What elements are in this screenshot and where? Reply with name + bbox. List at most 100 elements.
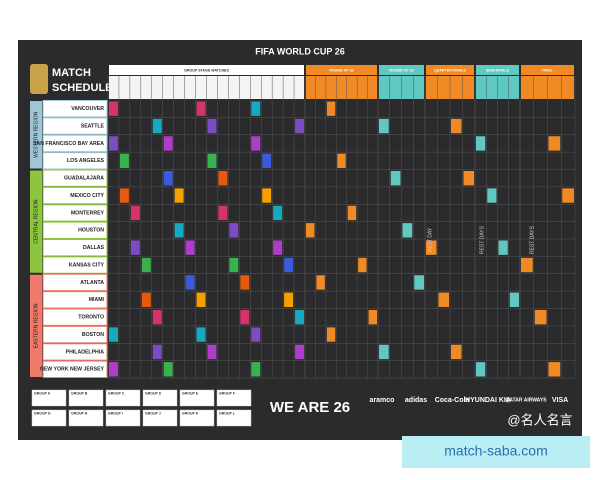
match-cell [229,257,239,273]
group-box [68,389,104,407]
title: FIFA WORLD CUP 26 [255,46,345,56]
match-cell [196,101,206,116]
group-box [105,409,141,427]
match-cell [347,205,357,221]
city-cell [42,291,108,309]
group-label: GROUP K [182,411,199,415]
group-box [142,389,178,407]
rest-days: REST DAYS [479,225,485,254]
match-cell [207,344,217,360]
match-cell [109,327,118,342]
sponsor: adidas [405,397,427,404]
match-cell [426,240,437,255]
match-cell [196,292,206,307]
city-cell [42,343,108,361]
match-cell [141,257,151,273]
match-cell [476,362,486,377]
city-label: MEXICO CITY [70,193,104,199]
website: match-saba.com [444,443,547,459]
trophy-logo [30,64,48,94]
sponsor: HYUNDAI KIA [465,397,511,404]
stage-tab [426,65,474,75]
slogan: WE ARE 26 [270,399,350,416]
city-label: VANCOUVER [71,106,104,112]
match-cell [463,171,474,186]
region-band [30,101,42,169]
match-cell [358,257,367,273]
match-cell [262,153,272,168]
stage-tab [521,65,574,75]
city-cell [42,221,108,239]
stage-label: FINAL [542,68,553,72]
city-label: NEW YORK NEW JERSEY [40,367,104,373]
match-cell [562,188,574,203]
match-cell [476,136,486,151]
city-label: PHILADELPHIA [66,349,105,355]
match-cell [284,257,294,273]
match-cell [229,223,239,238]
group-box [179,409,215,427]
stage-tab [476,65,519,75]
match-cell [337,153,346,168]
rest-days: REST DAY [427,227,433,252]
region-label: EASTERN REGION [33,303,39,348]
match-cell [207,118,217,134]
city-label: HOUSTON [78,228,104,234]
match-cell [548,136,561,151]
match-cell [262,188,272,203]
match-cell [163,362,173,377]
match-cell [368,310,377,325]
stage-label: ROUND OF 32 [329,68,353,72]
city-label: SEATTLE [81,123,105,129]
match-cell [240,275,250,290]
match-cell [218,205,228,221]
city-label: ATLANTA [80,280,104,286]
city-label: BOSTON [82,332,104,338]
match-cell [109,101,118,116]
city-label: SAN FRANCISCO BAY AREA [33,141,104,147]
city-cell [42,134,108,153]
group-box [142,409,178,427]
match-cell [130,240,140,255]
match-cell [163,171,173,186]
city-label: MONTERREY [71,210,105,216]
group-box [31,409,67,427]
match-cell [316,275,325,290]
stage-label: GROUP STAGE MATCHES [184,68,229,72]
match-cell [109,362,118,377]
city-cell [42,204,108,222]
match-cell [295,118,304,134]
schedule-title: SCHEDULE [52,82,113,94]
match-cell [240,310,250,325]
group-box [216,409,252,427]
match-cell [152,310,162,325]
match-cell [295,344,304,360]
match-cell [521,257,533,273]
group-label: GROUP E [182,391,199,395]
city-cell [42,360,108,378]
match-cell [119,188,129,203]
match-cell [390,171,401,186]
match-cell [185,240,195,255]
group-label: GROUP A [34,391,51,395]
city-cell [42,256,108,274]
group-label: GROUP H [71,411,88,415]
sponsor: Coca-Cola [435,397,470,404]
city-label: MIAMI [89,297,105,303]
match-cell [451,118,462,134]
group-label: GROUP J [145,411,161,415]
schedule-title: MATCH [52,67,91,79]
match-cell [163,136,173,151]
match-cell [509,292,519,307]
city-label: KANSAS CITY [69,262,105,268]
stage-label: QUARTER-FINALS [434,68,467,72]
match-cell [273,240,283,255]
match-cell [152,118,162,134]
group-label: GROUP B [71,391,88,395]
date-header [306,76,377,99]
match-cell [141,292,151,307]
watermark: @名人名言 [507,412,572,427]
city-cell [42,308,108,326]
city-cell [42,169,108,187]
rest-days: REST DAYS [529,225,535,254]
